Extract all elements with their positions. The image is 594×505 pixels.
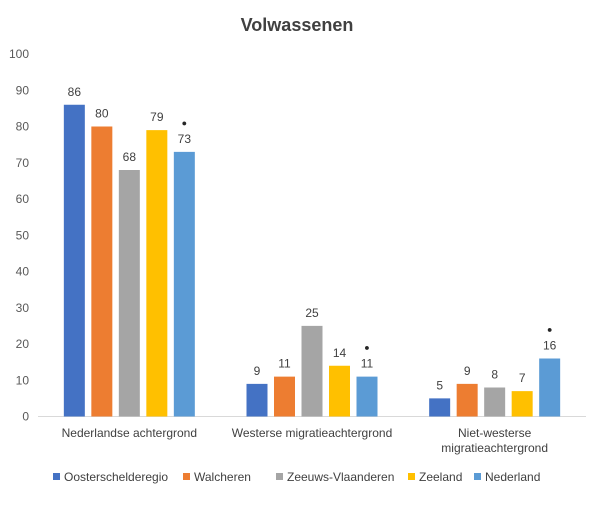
bar-value-label: 68 (123, 150, 137, 164)
bar-value-label: 14 (333, 346, 347, 360)
y-tick-label: 60 (16, 192, 30, 206)
bar-value-label: 8 (491, 368, 498, 382)
significance-marker: ● (364, 343, 369, 353)
bar (356, 376, 378, 417)
bar (146, 130, 168, 417)
bar-value-label: 7 (519, 371, 526, 385)
legend-label: Zeeland (419, 470, 462, 484)
legend-swatch (276, 473, 283, 480)
x-category-label: Niet-westerse (458, 426, 532, 440)
legend-swatch (183, 473, 190, 480)
legend-swatch (474, 473, 481, 480)
y-tick-label: 30 (16, 301, 30, 315)
x-axis: Nederlandse achtergrond Westerse migratie… (38, 416, 586, 455)
legend-label: Nederland (485, 470, 540, 484)
x-category-label: migratieachtergrond (441, 441, 548, 455)
bar (63, 104, 85, 417)
y-tick-label: 0 (22, 410, 29, 424)
bar-value-label: 11 (361, 357, 374, 371)
y-tick-label: 100 (9, 47, 29, 61)
y-tick-label: 90 (16, 83, 30, 97)
y-tick-label: 80 (16, 120, 30, 134)
bar (91, 126, 113, 417)
y-tick-label: 40 (16, 265, 30, 279)
legend-label: Zeeuws-Vlaanderen (287, 470, 394, 484)
y-tick-label: 70 (16, 156, 30, 170)
y-tick-label: 20 (16, 337, 30, 351)
bar (456, 383, 478, 417)
bar (484, 387, 506, 417)
bar (246, 383, 268, 417)
chart-title: Volwassenen (241, 15, 354, 35)
bar-value-label: 9 (464, 364, 471, 378)
bar-value-label: 73 (178, 132, 192, 146)
x-category-label: Westerse migratieachtergrond (232, 426, 393, 440)
y-tick-label: 10 (16, 373, 30, 387)
bar-value-label: 11 (278, 357, 291, 371)
legend-label: Walcheren (194, 470, 251, 484)
legend-swatch (408, 473, 415, 480)
y-axis: 0 10 20 30 40 50 60 70 80 90 100 (9, 47, 29, 424)
bar-value-label: 16 (543, 339, 557, 353)
bar (118, 170, 140, 417)
bar (274, 376, 295, 417)
bars: 86 80 68 79 73 ● 9 11 25 14 11 ● 5 9 8 7 16 ● (63, 85, 561, 417)
bar-value-label: 79 (150, 110, 164, 124)
significance-marker: ● (547, 325, 552, 335)
legend-swatch (53, 473, 60, 480)
legend-label: Oosterschelderegio (64, 470, 168, 484)
y-tick-label: 50 (16, 228, 30, 242)
bar (539, 358, 561, 417)
bar-value-label: 9 (254, 364, 261, 378)
bar (301, 325, 323, 417)
bar (329, 365, 350, 417)
bar (173, 151, 195, 417)
bar (429, 398, 451, 417)
bar-value-label: 5 (436, 378, 443, 392)
bar-value-label: 86 (68, 85, 82, 99)
legend: Oosterschelderegio Walcheren Zeeuws-Vlaand… (53, 470, 540, 484)
bar-value-label: 80 (95, 107, 109, 121)
bar-value-label: 25 (305, 306, 319, 320)
bar (511, 391, 533, 417)
significance-marker: ● (182, 118, 187, 128)
x-category-label: Nederlandse achtergrond (62, 426, 197, 440)
